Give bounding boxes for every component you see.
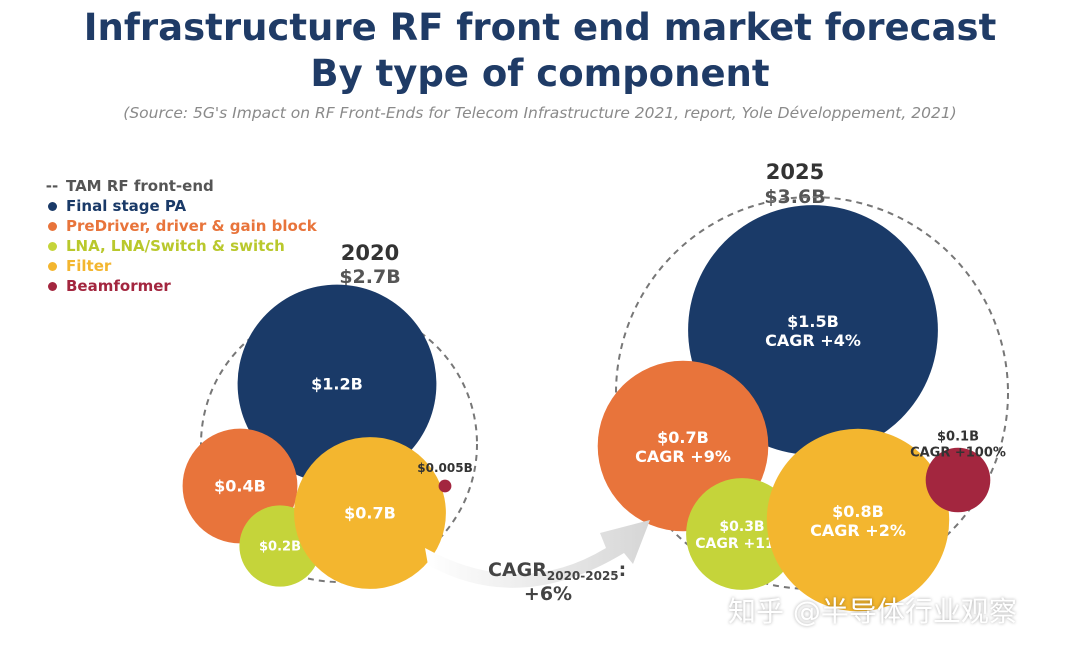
legend-label: PreDriver, driver & gain block: [66, 217, 317, 235]
bubble-value-label: $1.2B: [311, 375, 363, 394]
legend-dot-icon: [47, 282, 57, 291]
bubble-value-label: $0.1B: [937, 430, 979, 445]
legend-label: TAM RF front-end: [66, 177, 214, 195]
bubble-2020-5: [438, 479, 452, 493]
bubble-value-label: $0.7B: [657, 428, 709, 447]
legend: -- TAM RF front-end Final stage PA PreDri…: [44, 176, 317, 296]
legend-item: Beamformer: [44, 276, 317, 296]
legend-item: Filter: [44, 256, 317, 276]
bubble-cagr-label: CAGR +9%: [635, 447, 731, 466]
cagr-overall: CAGR2020-2025:: [488, 559, 626, 583]
bubble-2020-1: [237, 284, 437, 484]
bubble-value-label: $0.3B: [719, 519, 764, 535]
legend-label: Filter: [66, 257, 112, 275]
legend-item: LNA, LNA/Switch & switch: [44, 236, 317, 256]
tam-outline-2025: [615, 196, 1009, 590]
cagr-period: 2020-2025: [547, 569, 619, 583]
bubble-value-label: $0.005B: [417, 461, 472, 475]
chart-title-line2: By type of component: [310, 52, 770, 95]
bubble-value-label: $0.7B: [344, 504, 396, 523]
bubble-cagr-label: CAGR +11%: [695, 536, 789, 552]
legend-item: PreDriver, driver & gain block: [44, 216, 317, 236]
legend-dot-icon: [47, 262, 57, 271]
legend-label: Final stage PA: [66, 197, 187, 215]
legend-label: LNA, LNA/Switch & switch: [66, 237, 285, 255]
legend-item-tam: -- TAM RF front-end: [44, 176, 317, 196]
year-label-2020: 2020: [340, 241, 400, 265]
source-citation: (Source: 5G's Impact on RF Front-Ends fo…: [123, 104, 957, 122]
bubble-2025-4: [766, 428, 950, 612]
bubble-cagr-label: CAGR +2%: [810, 521, 906, 540]
bubble-value-label: $0.8B: [832, 502, 884, 521]
legend-dot-icon: [47, 202, 57, 211]
bubble-2025-5: [925, 447, 991, 513]
bubble-value-label: $0.2B: [259, 540, 301, 555]
legend-item: Final stage PA: [44, 196, 317, 216]
watermark: 知乎 @半导体行业观察: [728, 595, 1017, 628]
dashed-line-icon: --: [45, 177, 59, 195]
bubble-2025-1: [688, 205, 938, 455]
bubble-value-label: $0.4B: [214, 477, 266, 496]
bubble-cagr-label: CAGR +100%: [910, 446, 1006, 461]
legend-dot-icon: [47, 242, 57, 251]
cagr-colon: :: [619, 559, 627, 581]
legend-dot-icon: [47, 222, 57, 231]
cagr-label: CAGR: [488, 559, 547, 581]
year-label-2025: 2025: [765, 160, 825, 184]
total-label-2020: $2.7B: [339, 266, 401, 288]
growth-arrow-icon: [425, 520, 650, 588]
legend-label: Beamformer: [66, 277, 171, 295]
cagr-overall-value: +6%: [524, 583, 572, 605]
bubble-cagr-label: CAGR +4%: [765, 331, 861, 350]
bubble-value-label: $1.5B: [787, 312, 839, 331]
chart-title-line1: Infrastructure RF front end market forec…: [83, 6, 997, 49]
bubble-2020-4: [294, 437, 446, 589]
